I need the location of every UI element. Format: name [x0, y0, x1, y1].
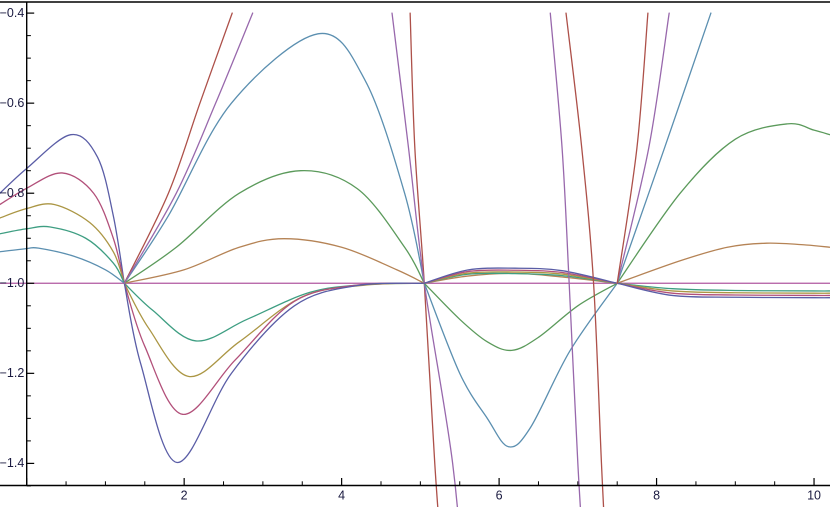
svg-text:8: 8 [653, 489, 660, 503]
svg-text:−1.0: −1.0 [0, 276, 24, 290]
svg-text:6: 6 [496, 489, 503, 503]
svg-text:−0.4: −0.4 [0, 6, 24, 20]
svg-text:4: 4 [338, 489, 345, 503]
svg-text:−0.6: −0.6 [0, 96, 24, 110]
svg-text:−1.2: −1.2 [0, 366, 24, 380]
svg-text:2: 2 [181, 489, 188, 503]
svg-text:−1.4: −1.4 [0, 456, 24, 470]
svg-text:−0.8: −0.8 [0, 186, 24, 200]
svg-text:10: 10 [807, 489, 821, 503]
